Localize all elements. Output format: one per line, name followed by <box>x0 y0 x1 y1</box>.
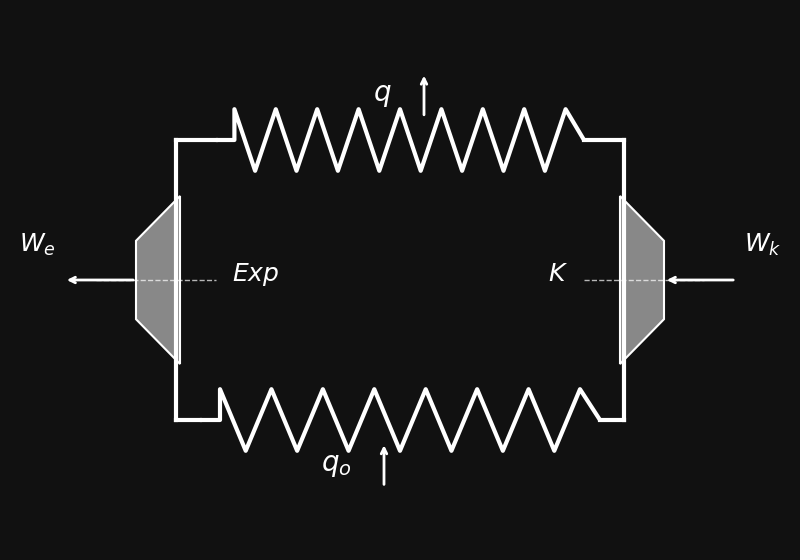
Text: $q_o$: $q_o$ <box>322 451 352 479</box>
Text: $K$: $K$ <box>548 263 568 286</box>
Text: $Exp$: $Exp$ <box>232 261 279 288</box>
Text: $W_e$: $W_e$ <box>19 231 56 258</box>
Polygon shape <box>136 196 180 364</box>
Polygon shape <box>620 196 664 364</box>
Text: $q$: $q$ <box>374 81 392 109</box>
Text: $W_k$: $W_k$ <box>744 231 782 258</box>
